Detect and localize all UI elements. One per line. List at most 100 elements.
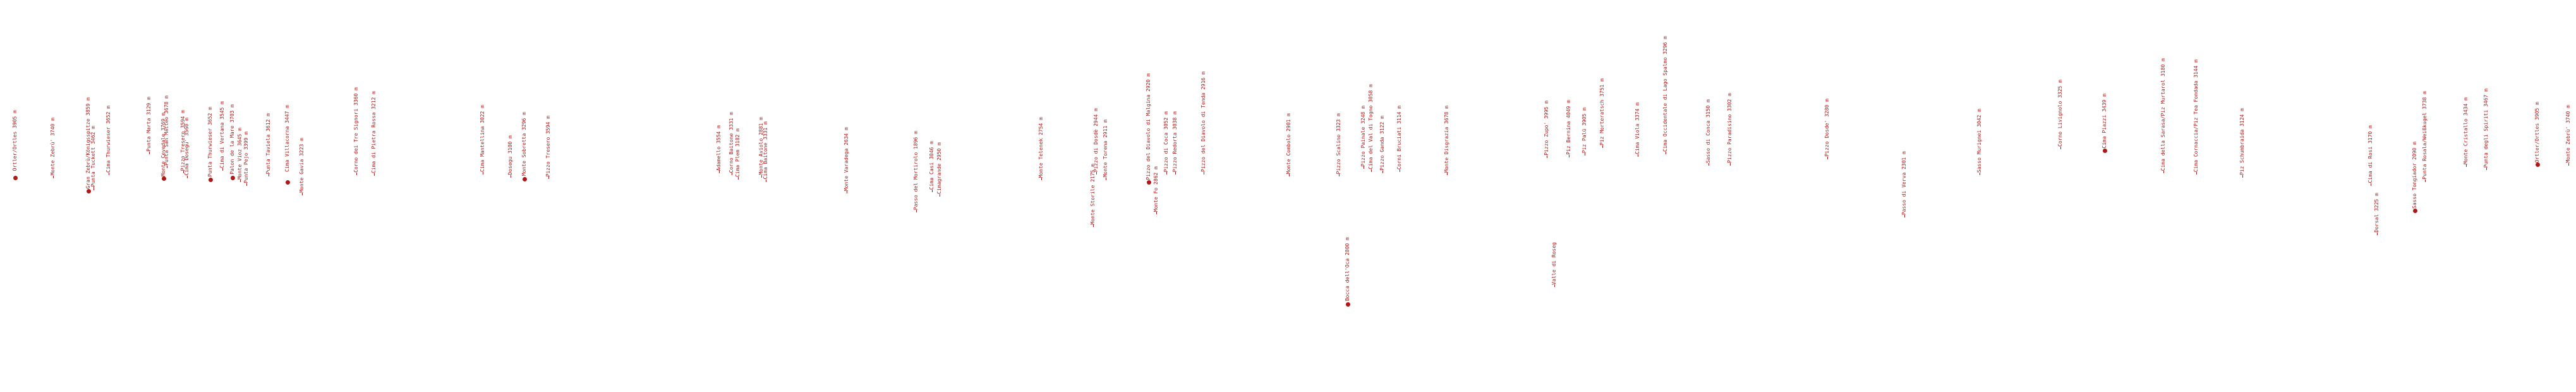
peak-tick <box>1096 172 1097 175</box>
peak-label: Monte Varadega 2634 m <box>844 126 849 191</box>
peak-label: Corno Baitone 3331 m <box>729 111 734 173</box>
peak-tick <box>737 177 739 180</box>
peak-tick <box>52 176 54 178</box>
peak-label: Punta degli Spiriti 3467 m <box>2483 88 2489 168</box>
peak-label: Monte Cristallo 3434 m <box>2463 97 2469 164</box>
peak-label: Pizzo Tresero 3594 m <box>545 115 551 176</box>
peak-label: Cima Cornaccia/Piz Tea Fondada 3144 m <box>2193 59 2199 172</box>
peak-label: Monte Storile 2175 m <box>1090 163 1096 224</box>
peak-label: Dorsal 3225 m <box>2374 193 2379 233</box>
peak-label: Pizzo di Dosdè 2944 m <box>1093 107 1099 172</box>
peak-label: Sasso Murignei 3042 m <box>1976 108 1982 173</box>
peak-label: Cima di Rosi 3170 m <box>2367 125 2373 183</box>
peak-tick <box>148 152 150 154</box>
peak-dot <box>1345 302 1350 307</box>
peak-label: Pizzo Paradisino 3302 m <box>1727 93 1732 163</box>
peak-label: Dosegu 3100 m <box>507 135 513 175</box>
peak-tick <box>1092 224 1094 227</box>
peak-dot <box>2412 208 2417 213</box>
peak-label: Sasso Tongiador 2090 m <box>2412 142 2417 209</box>
peak-tick <box>1175 172 1176 175</box>
peak-label: Cima Villacorna 3447 m <box>284 105 290 172</box>
peak-label: Monte Torena 2911 m <box>1103 119 1108 178</box>
peak-tick <box>1288 174 1290 176</box>
peak-tick <box>1708 163 1709 166</box>
peak-label: Cima Plem 3182 m <box>735 128 741 177</box>
peak-label: Pizzo Scalino 3323 m <box>1336 113 1341 174</box>
peak-dot <box>1146 180 1151 185</box>
peak-tick <box>246 183 247 186</box>
peak-label: Monte Gavia 3223 m <box>299 138 305 193</box>
peak-dot <box>86 188 91 193</box>
peak-label: Cima Mantellina 3022 m <box>480 105 485 172</box>
peak-label: Pizzo Zupo' 3995 m <box>1544 101 1549 156</box>
peak-tick <box>1382 171 1383 173</box>
peak-tick <box>916 210 917 212</box>
peak-label: Cimagrande 2950 m <box>936 142 942 194</box>
peak-label: Cima della Sarasa/Piz Murtarol 3180 m <box>2160 58 2166 171</box>
peak-label: Cima Piazzi 3439 m <box>2101 94 2107 149</box>
peak-label: Cima Dosegu' 3560 m <box>184 118 190 176</box>
peak-tick <box>1729 163 1731 166</box>
peak-label: Punta San Matteo 3678 m <box>164 95 169 166</box>
peak-tick <box>1156 212 1157 214</box>
peak-dot <box>2535 162 2540 167</box>
peak-tick <box>1602 145 1603 148</box>
peak-label: Valle di Roseg <box>1551 242 1557 285</box>
peak-label: Piz Morteratsch 3751 m <box>1599 78 1605 145</box>
peak-label: Monte Zebrù' 3740 m <box>50 118 56 176</box>
peak-label: Pizzo Dosde' 3280 m <box>1824 99 1830 157</box>
peak-dot <box>230 175 235 180</box>
peak-tick <box>1554 285 1555 287</box>
peak-label: Cima di Pietra Rossa 3212 m <box>371 90 377 173</box>
peak-label: Punta Taviela 3612 m <box>265 113 271 174</box>
peak-tick <box>548 176 549 179</box>
peak-tick <box>2424 180 2426 182</box>
peak-tick <box>1166 172 1167 175</box>
peak-label: Sasso di Conca 3150 m <box>1705 99 1711 163</box>
peak-label: Pizzo Ganda 3122 m <box>1379 116 1385 171</box>
peak-label: Piz Schumbraida 3124 m <box>2239 108 2245 175</box>
peak-label: Punta Pejo 3399 m <box>243 132 249 183</box>
peak-label: Corno dei Tre Signori 3360 m <box>353 87 359 173</box>
peak-label: Punta Thurwieser 3652 m <box>207 107 213 177</box>
peak-label: Piz Bernina 4049 m <box>1566 100 1571 155</box>
peak-label: Passo di Verva 2301 m <box>1901 150 1907 215</box>
peak-label: Ortler/Ortles 3905 m <box>2534 101 2540 162</box>
peak-label: Corni Bruciati 3114 m <box>1396 105 1402 169</box>
peak-tick <box>1041 178 1042 180</box>
peak-label: Punta Rosala/Weißkugel 3738 m <box>2422 91 2428 180</box>
peak-dot <box>522 176 527 181</box>
peak-tick <box>1904 215 1905 217</box>
peak-tick <box>239 180 241 182</box>
peak-label: Cima Casi 3046 m <box>929 140 934 190</box>
peak-tick <box>1446 173 1448 175</box>
peak-label: Cima Viola 3374 m <box>1635 102 1640 154</box>
peak-label: Monte Disgrazia 3678 m <box>1444 106 1449 173</box>
peak-label: Cima del Val di Togno 3058 m <box>1368 84 1374 169</box>
peak-tick <box>761 175 762 178</box>
peak-label: Monte Vioz 3645 m <box>237 128 243 180</box>
peak-label: Monte Sobretta 3296 m <box>521 111 527 176</box>
peak-label: Pizzo Painale 3248 m <box>1360 105 1366 166</box>
peak-label: Corno Livignolo 3325 m <box>2057 80 2063 147</box>
peak-label: Monte Zebrù' 3740 m <box>2565 105 2571 163</box>
peak-tick <box>373 173 375 176</box>
peak-tick <box>301 193 303 195</box>
peak-tick <box>2196 172 2197 175</box>
peak-tick <box>2486 168 2487 170</box>
peak-dot <box>208 177 213 182</box>
peak-label: Cima Baitone 3331 m <box>763 121 768 180</box>
peak-label: Punta Tuckett 3462 m <box>90 125 96 187</box>
peak-dot <box>2102 148 2107 153</box>
peak-label: Piz Palü 3905 m <box>1581 107 1587 153</box>
peak-tick <box>1827 157 1828 159</box>
peak-tick <box>718 171 720 173</box>
peak-label: Cima Thurwieser 3652 m <box>106 106 111 173</box>
peak-tick <box>1370 169 1372 172</box>
peak-label: Monte Telenek 2754 m <box>1038 116 1044 178</box>
peak-label: Monte Combolo 2901 m <box>1286 113 1291 174</box>
peak-label: Adamello 3554 m <box>716 125 722 171</box>
peak-tick <box>2568 163 2569 166</box>
peak-tick <box>186 176 188 178</box>
